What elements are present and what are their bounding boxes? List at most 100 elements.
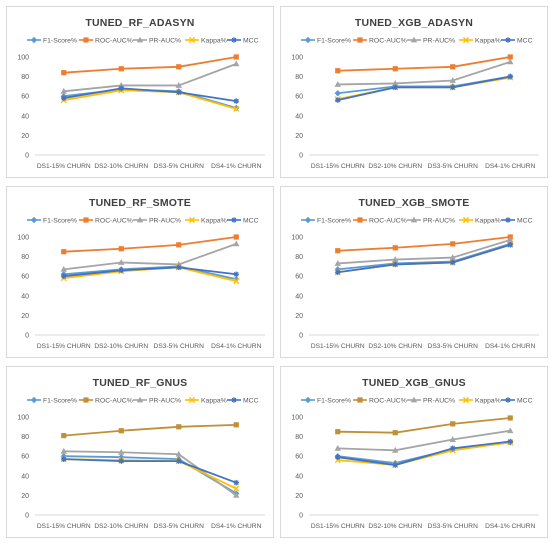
data-point <box>118 267 125 274</box>
data-point <box>392 430 398 436</box>
legend-item: F1-Score% <box>301 36 351 45</box>
series-line <box>63 423 237 437</box>
legend-marker <box>188 216 196 224</box>
chart-title: TUNED_XGB_SMOTE <box>358 197 470 209</box>
data-point <box>233 492 240 498</box>
x-tick-label: DS3-5% CHURN <box>428 523 478 530</box>
data-point <box>233 234 239 240</box>
legend-item: PR-AUC% <box>133 216 181 225</box>
legend-label: F1-Score% <box>317 218 351 225</box>
y-axis: 0 20 40 60 80 100 <box>291 55 303 160</box>
series-mcc <box>60 264 240 279</box>
series-mcc <box>334 73 514 103</box>
y-tick-label: 20 <box>21 133 29 140</box>
x-tick-label: DS1-15% CHURN <box>311 523 365 530</box>
y-axis: 0 20 40 60 80 100 <box>291 415 303 520</box>
y-tick-label: 20 <box>295 493 303 500</box>
series-line <box>337 242 511 271</box>
legend-label: PR-AUC% <box>423 218 455 225</box>
legend-item: MCC <box>227 397 259 405</box>
series-pr <box>60 240 240 272</box>
data-point <box>233 278 240 285</box>
data-point <box>335 68 341 74</box>
data-point <box>334 260 341 266</box>
legend-marker <box>505 37 511 43</box>
legend-marker <box>136 396 144 403</box>
legend-item: Kappa% <box>459 216 501 225</box>
chart-plot-rf-adasyn: F1-Score% ROC-AUC% PR-AUC% Kappa% MCC 0 20 40 60… <box>17 36 265 170</box>
data-point <box>392 245 398 251</box>
x-tick-label: DS2-10% CHURN <box>368 163 422 170</box>
data-point <box>118 448 125 455</box>
data-point <box>449 259 456 266</box>
legend-item: PR-AUC% <box>133 396 181 405</box>
data-point <box>334 444 341 451</box>
legend-marker <box>410 36 418 43</box>
data-point <box>233 485 240 492</box>
data-point <box>175 82 182 88</box>
y-tick-label: 40 <box>295 293 303 300</box>
y-tick-label: 60 <box>21 94 29 101</box>
legend-item: ROC-AUC% <box>79 217 133 225</box>
legend-item: Kappa% <box>459 36 501 45</box>
legend-label: ROC-AUC% <box>95 398 133 405</box>
data-point <box>118 246 124 252</box>
chart-plot-rf-gnus: F1-Score% ROC-AUC% PR-AUC% Kappa% MCC 0 20 40 60… <box>17 396 265 530</box>
legend-label: PR-AUC% <box>423 38 455 45</box>
y-tick-label: 100 <box>291 55 303 62</box>
data-point <box>507 236 514 243</box>
data-point <box>60 95 67 101</box>
legend-marker <box>357 397 363 403</box>
chart-title: TUNED_XGB_GNUS <box>362 377 466 389</box>
y-axis: 0 20 40 60 80 100 <box>17 415 29 520</box>
chart-panel-xgb-adasyn: TUNED_XGB_ADASYN F1-Score% ROC-AUC% PR-AUC… <box>280 6 548 178</box>
data-point <box>392 446 399 453</box>
x-tick-label: DS3-5% CHURN <box>428 163 478 170</box>
chart-title: TUNED_RF_GNUS <box>92 377 188 389</box>
series-mcc <box>334 438 514 468</box>
data-point <box>507 58 514 65</box>
chart-title: TUNED_RF_ADASYN <box>85 17 195 29</box>
data-point <box>60 456 67 462</box>
data-point <box>233 60 240 67</box>
y-tick-label: 20 <box>295 133 303 140</box>
data-point <box>507 427 514 434</box>
legend-label: ROC-AUC% <box>369 398 407 405</box>
series-roc <box>61 54 239 76</box>
y-tick-label: 100 <box>291 415 303 422</box>
legend-label: MCC <box>517 398 533 405</box>
y-tick-label: 40 <box>21 473 29 480</box>
data-point <box>176 242 182 248</box>
y-tick-label: 0 <box>299 153 303 160</box>
series-line <box>337 417 511 434</box>
legend-item: ROC-AUC% <box>353 397 407 405</box>
legend-item: PR-AUC% <box>407 216 455 225</box>
y-tick-label: 40 <box>21 113 29 120</box>
series-roc <box>335 54 513 74</box>
legend-item: ROC-AUC% <box>353 37 407 45</box>
legend-marker <box>231 397 237 403</box>
series-pr <box>334 58 514 87</box>
data-point <box>507 242 514 248</box>
legend-label: F1-Score% <box>43 218 77 225</box>
legend-marker <box>83 217 89 223</box>
y-tick-label: 80 <box>295 254 303 261</box>
legend-marker <box>30 396 38 404</box>
legend-label: F1-Score% <box>43 398 77 405</box>
legend-item: PR-AUC% <box>407 396 455 405</box>
series-line <box>63 63 237 93</box>
chart-plot-rf-smote: F1-Score% ROC-AUC% PR-AUC% Kappa% MCC 0 20 40 60… <box>17 216 265 350</box>
chart-title: TUNED_XGB_ADASYN <box>354 17 474 29</box>
data-point <box>176 64 182 70</box>
y-tick-label: 0 <box>299 513 303 520</box>
series-roc_gnus <box>61 422 239 439</box>
data-point <box>176 424 182 430</box>
legend: F1-Score% ROC-AUC% PR-AUC% Kappa% MCC <box>27 36 259 45</box>
x-tick-label: DS4-1% CHURN <box>211 523 261 530</box>
legend-marker <box>505 217 511 223</box>
x-axis: DS1-15% CHURN DS2-10% CHURN DS3-5% CHURN DS… <box>311 343 536 350</box>
legend-item: PR-AUC% <box>133 36 181 45</box>
legend-marker <box>136 216 144 223</box>
y-axis: 0 20 40 60 80 100 <box>17 235 29 340</box>
y-tick-label: 40 <box>295 473 303 480</box>
